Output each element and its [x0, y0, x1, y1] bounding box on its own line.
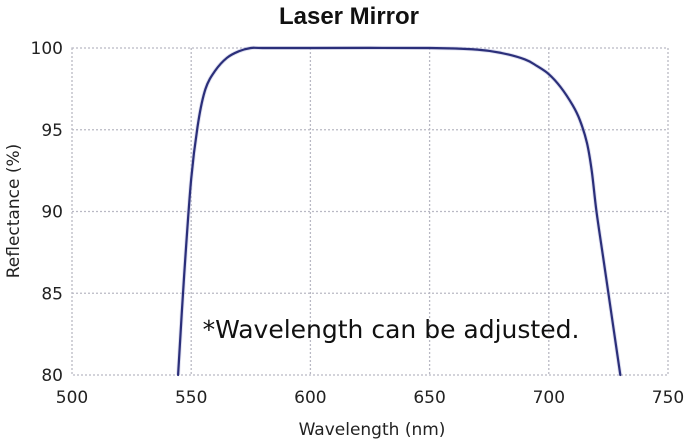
- x-tick-label: 600: [294, 388, 326, 408]
- x-tick-labels: 500 550 600 650 700 750: [56, 388, 684, 408]
- x-tick-label: 750: [652, 388, 684, 408]
- y-tick-label: 85: [41, 284, 63, 304]
- y-tick-labels: 80 85 90 95 100: [31, 39, 63, 386]
- series-layer: [176, 45, 623, 377]
- x-axis-label: Wavelength (nm): [299, 420, 446, 440]
- y-tick-label: 95: [41, 121, 63, 141]
- x-tick-label: 700: [533, 388, 565, 408]
- chart-title: Laser Mirror: [279, 3, 419, 30]
- reflectance-series-line: [176, 46, 622, 377]
- y-tick-label: 100: [31, 39, 63, 59]
- annotation-note: *Wavelength can be adjusted.: [203, 315, 580, 344]
- x-tick-label: 550: [175, 388, 207, 408]
- y-tick-label: 90: [41, 203, 63, 223]
- x-tick-label: 500: [56, 388, 88, 408]
- y-axis-label: Reflectance (%): [4, 144, 24, 279]
- x-tick-label: 650: [413, 388, 445, 408]
- y-tick-label: 80: [41, 366, 63, 386]
